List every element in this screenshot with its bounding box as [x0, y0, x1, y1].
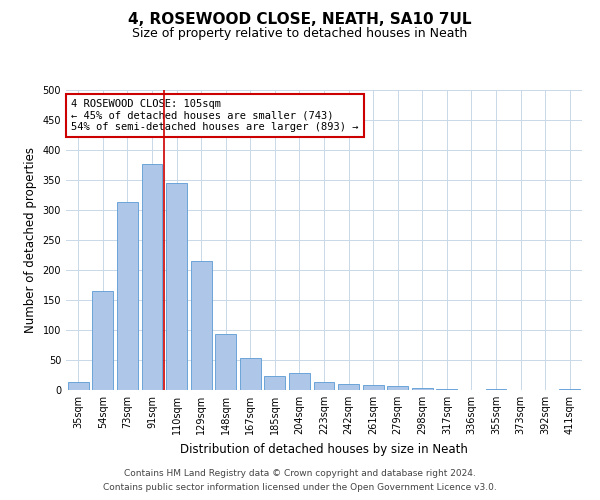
Bar: [68, 382, 89, 390]
Text: Size of property relative to detached houses in Neath: Size of property relative to detached ho…: [133, 28, 467, 40]
Bar: [191, 261, 212, 390]
Bar: [559, 389, 580, 390]
Bar: [338, 384, 359, 390]
X-axis label: Distribution of detached houses by size in Neath: Distribution of detached houses by size …: [180, 442, 468, 456]
Bar: [314, 382, 334, 390]
Text: Contains HM Land Registry data © Crown copyright and database right 2024.: Contains HM Land Registry data © Crown c…: [124, 468, 476, 477]
Bar: [265, 376, 286, 390]
Text: 4, ROSEWOOD CLOSE, NEATH, SA10 7UL: 4, ROSEWOOD CLOSE, NEATH, SA10 7UL: [128, 12, 472, 28]
Bar: [387, 386, 408, 390]
Text: Contains public sector information licensed under the Open Government Licence v3: Contains public sector information licen…: [103, 484, 497, 492]
Y-axis label: Number of detached properties: Number of detached properties: [24, 147, 37, 333]
Bar: [166, 183, 187, 390]
Bar: [362, 385, 383, 390]
Text: 4 ROSEWOOD CLOSE: 105sqm
← 45% of detached houses are smaller (743)
54% of semi-: 4 ROSEWOOD CLOSE: 105sqm ← 45% of detach…: [71, 99, 359, 132]
Bar: [412, 388, 433, 390]
Bar: [117, 202, 138, 390]
Bar: [92, 291, 113, 390]
Bar: [215, 334, 236, 390]
Bar: [289, 373, 310, 390]
Bar: [240, 358, 261, 390]
Bar: [142, 164, 163, 390]
